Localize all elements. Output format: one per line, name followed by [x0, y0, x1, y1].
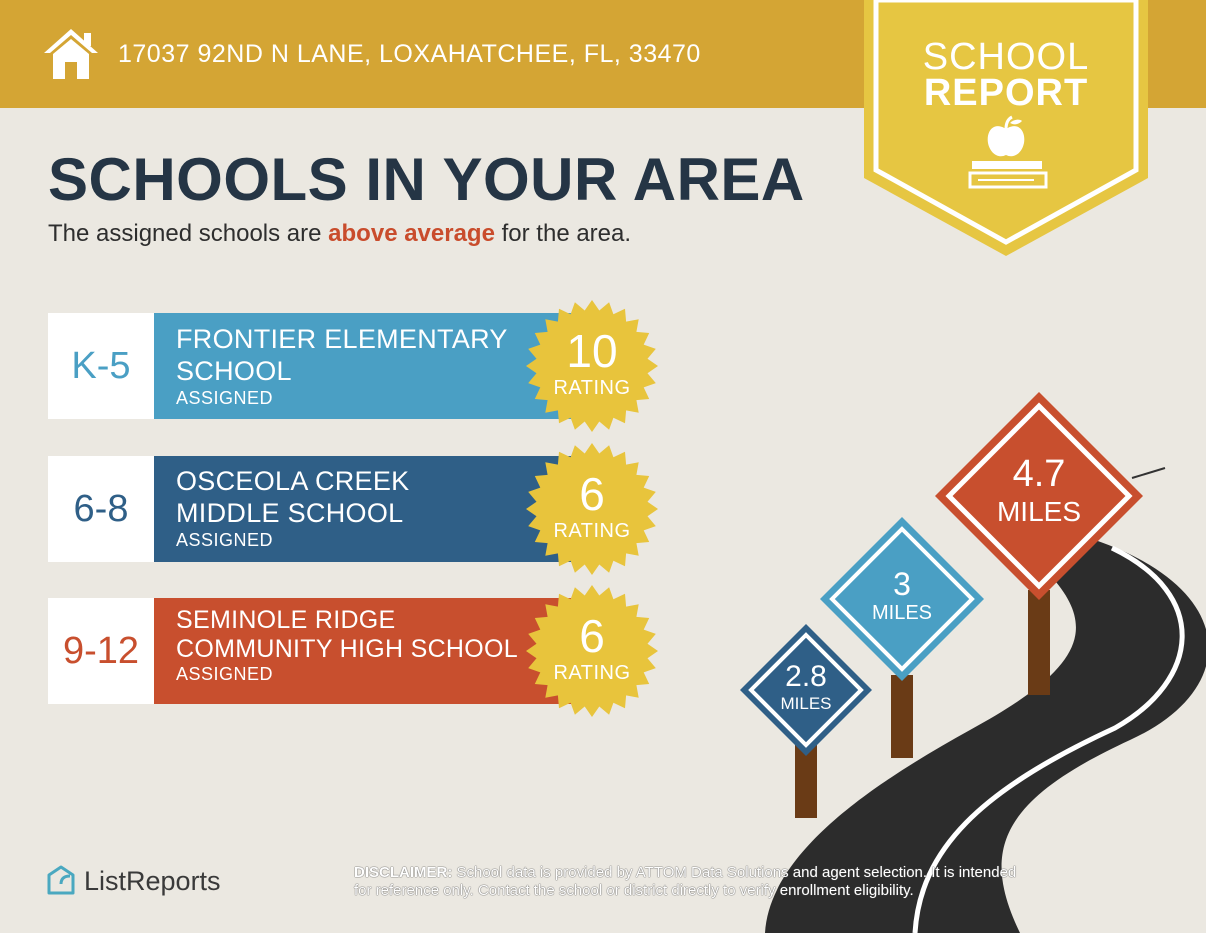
distance-value: 3	[893, 566, 911, 602]
school-band	[154, 598, 584, 704]
school-row-elementary: K-5 FRONTIER ELEMENTARY SCHOOL ASSIGNED	[48, 313, 584, 419]
disclaimer-line1: School data is provided by ATTOM Data So…	[452, 864, 1017, 881]
road	[765, 540, 1206, 933]
subtitle-text-after: for the area.	[494, 220, 632, 247]
school-name-line1: OSCEOLA CREEK	[176, 466, 410, 496]
distance-unit: MILES	[780, 694, 832, 713]
school-status: ASSIGNED	[176, 530, 274, 550]
power-line	[1131, 467, 1166, 479]
page-subtitle: The assigned schools are above average f…	[48, 220, 631, 248]
page-title: SCHOOLS IN YOUR AREA	[48, 146, 805, 213]
rating-seal-icon	[526, 443, 658, 575]
apple-on-book-icon	[968, 115, 1048, 189]
badge-title-line1: SCHOOL	[922, 36, 1090, 78]
distance-value: 4.7	[1012, 453, 1066, 495]
school-name-line2: COMMUNITY HIGH SCHOOL	[176, 635, 518, 663]
disclaimer-line2: for reference only. Contact the school o…	[354, 882, 914, 899]
disclaimer-label: DISCLAIMER:	[354, 864, 453, 881]
distance-sign-middle	[820, 517, 984, 681]
grade-range: 6-8	[48, 456, 154, 562]
grade-range: K-5	[48, 313, 154, 419]
rating-value: 10	[566, 325, 618, 377]
school-name-line2: SCHOOL	[176, 356, 292, 386]
school-band	[154, 313, 584, 419]
road-illustration	[740, 392, 1206, 933]
school-band	[154, 456, 584, 562]
school-name-line2: MIDDLE SCHOOL	[176, 498, 404, 528]
badge-title-line2: REPORT	[923, 72, 1089, 114]
distance-sign-high	[935, 392, 1143, 600]
rating-seal-icon	[526, 585, 658, 717]
school-name-line1: FRONTIER ELEMENTARY	[176, 324, 508, 354]
rating-label: RATING	[553, 377, 631, 399]
brand-name: ListReports	[84, 866, 221, 896]
grade-range: 9-12	[48, 598, 154, 704]
listreports-logo-icon	[47, 865, 75, 895]
subtitle-text-before: The assigned schools are	[48, 220, 329, 247]
school-row-high: 9-12 SEMINOLE RIDGE COMMUNITY HIGH SCHOO…	[48, 598, 584, 704]
school-name-line1: SEMINOLE RIDGE	[176, 606, 396, 634]
rating-label: RATING	[553, 520, 631, 542]
house-icon	[44, 29, 98, 79]
rating-value: 6	[579, 610, 605, 662]
distance-unit: MILES	[996, 496, 1082, 527]
school-status: ASSIGNED	[176, 388, 274, 408]
subtitle-highlight: above average	[328, 220, 495, 247]
rating-seal-icon	[526, 300, 658, 432]
road-center-line	[912, 545, 1185, 933]
sign-post	[795, 740, 817, 818]
sign-post	[1028, 590, 1050, 695]
school-row-middle: 6-8 OSCEOLA CREEK MIDDLE SCHOOL ASSIGNED	[48, 456, 584, 562]
disclaimer: DISCLAIMER: School data is provided by A…	[354, 864, 1144, 900]
distance-value: 2.8	[785, 660, 827, 693]
rating-value: 6	[579, 468, 605, 520]
rating-label: RATING	[553, 662, 631, 684]
property-address: 17037 92ND N LANE, LOXAHATCHEE, FL, 3347…	[118, 40, 701, 68]
distance-sign-elementary	[740, 624, 872, 756]
sign-post	[891, 675, 913, 758]
distance-unit: MILES	[871, 602, 933, 624]
school-status: ASSIGNED	[176, 664, 274, 684]
